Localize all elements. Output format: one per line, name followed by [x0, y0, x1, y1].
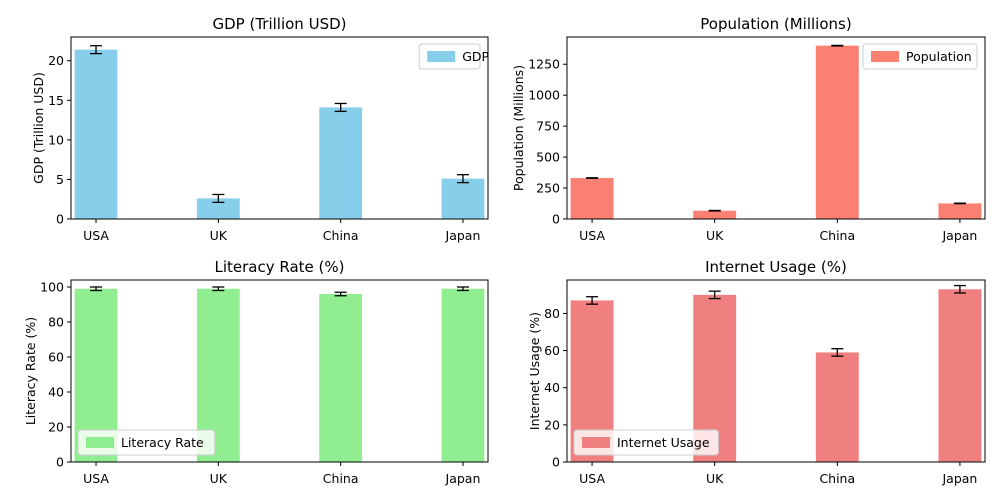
bar-china	[319, 107, 363, 219]
y-tick-label: 1000	[528, 88, 560, 103]
error-bar-uk	[708, 290, 721, 300]
chart-panel-2: 0 250 500 750 1000 1250 USA UK China Japan Populat…	[511, 15, 986, 243]
y-tick-label: 250	[536, 181, 560, 196]
y-axis-label: Internet Usage (%)	[527, 312, 542, 430]
axes-frame	[566, 279, 986, 463]
axes-frame	[566, 36, 986, 220]
error-bar-japan	[953, 284, 966, 294]
y-axis-label: GDP (Trillion USD)	[31, 72, 46, 184]
legend-box	[862, 43, 978, 70]
legend-label: GDP	[462, 49, 489, 64]
bar-japan	[441, 288, 485, 462]
legend-swatch	[427, 51, 456, 62]
legend: Internet Usage	[573, 429, 719, 456]
axes-frame	[70, 279, 489, 463]
error-bar-usa	[586, 296, 599, 305]
y-tick-label: 80	[48, 315, 64, 330]
bar-uk	[693, 210, 737, 219]
y-tick-label: 0	[56, 455, 64, 470]
legend: GDP	[418, 43, 490, 70]
y-tick-label: 500	[536, 150, 560, 165]
error-bar-usa	[90, 45, 103, 55]
x-tick-label: China	[819, 471, 855, 486]
chart-title: GDP (Trillion USD)	[213, 15, 347, 33]
y-tick-label: 20	[544, 417, 560, 432]
x-tick-label: UK	[210, 471, 228, 486]
y-tick-label: 20	[48, 53, 64, 68]
y-tick-label: 40	[48, 385, 64, 400]
chart-panel-1: 0 5 10 15 20 USA UK China Japan GDP (Trillion USD…	[31, 15, 490, 243]
x-tick-label: China	[323, 471, 359, 486]
chart-title: Population (Millions)	[700, 15, 851, 33]
x-tick-label: USA	[83, 471, 109, 486]
legend-label: Population	[906, 49, 972, 64]
chart-panel-4: 0 20 40 60 80 USA UK China Japan Internet Usage (…	[527, 258, 986, 486]
x-tick-label: Japan	[445, 471, 481, 486]
y-axis-label: Population (Millions)	[511, 65, 526, 191]
y-tick-label: 750	[536, 119, 560, 134]
legend-swatch	[86, 437, 114, 448]
chart-panel-3: 0 20 40 60 80 100 USA UK China Japan Literacy Rate…	[23, 258, 489, 486]
bar-china	[815, 45, 859, 219]
error-bar-uk	[212, 193, 225, 204]
x-tick-label: Japan	[941, 471, 977, 486]
y-tick-label: 15	[48, 93, 64, 108]
bar-china	[319, 294, 363, 462]
legend-swatch	[871, 51, 899, 62]
bar-japan	[938, 203, 982, 219]
y-tick-label: 80	[544, 306, 560, 321]
y-tick-label: 0	[552, 212, 560, 227]
y-tick-label: 60	[48, 350, 64, 365]
bar-china	[815, 352, 859, 462]
bar-japan	[938, 289, 982, 462]
y-tick-label: 20	[48, 420, 64, 435]
y-tick-label: 0	[552, 455, 560, 470]
x-tick-label: China	[323, 228, 359, 243]
y-tick-label: 10	[48, 132, 64, 147]
legend-label: Internet Usage	[617, 435, 710, 450]
legend-label: Literacy Rate	[121, 435, 204, 450]
y-axis-label: Literacy Rate (%)	[23, 317, 38, 425]
error-bar-uk	[212, 286, 225, 292]
x-tick-label: UK	[706, 471, 724, 486]
legend-box	[573, 429, 719, 456]
y-tick-label: 100	[40, 280, 64, 295]
y-tick-label: 60	[544, 343, 560, 358]
x-tick-label: USA	[579, 228, 605, 243]
x-tick-label: UK	[706, 228, 724, 243]
x-tick-label: Japan	[941, 228, 977, 243]
error-bar-usa	[90, 286, 103, 292]
x-tick-label: USA	[83, 228, 109, 243]
y-tick-label: 0	[56, 212, 64, 227]
error-bar-china	[334, 291, 347, 297]
error-bar-japan	[456, 174, 469, 184]
legend-box	[77, 429, 216, 456]
bar-japan	[441, 178, 485, 219]
bar-usa	[74, 49, 118, 219]
axes-frame	[70, 36, 489, 220]
y-tick-label: 5	[56, 172, 64, 187]
chart-title: Literacy Rate (%)	[214, 258, 344, 276]
bar-usa	[570, 178, 614, 219]
bar-uk	[196, 198, 240, 219]
legend-swatch	[582, 437, 610, 448]
legend: Literacy Rate	[77, 429, 216, 456]
x-tick-label: USA	[579, 471, 605, 486]
error-bar-china	[334, 102, 347, 113]
error-bar-japan	[456, 286, 469, 292]
x-tick-label: UK	[210, 228, 228, 243]
x-tick-label: China	[819, 228, 855, 243]
chart-title: Internet Usage (%)	[705, 258, 847, 276]
x-tick-label: Japan	[445, 228, 481, 243]
y-tick-label: 1250	[528, 57, 560, 72]
legend: Population	[862, 43, 978, 70]
y-tick-label: 40	[544, 380, 560, 395]
error-bar-china	[831, 348, 844, 357]
